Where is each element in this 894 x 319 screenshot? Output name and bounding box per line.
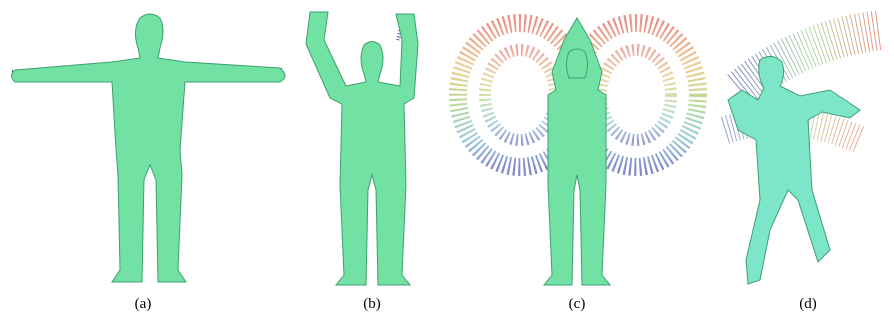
panel-d [725,30,880,284]
panel-c [458,18,698,285]
panel-label: (c) [569,296,586,312]
panel-label: (a) [135,296,152,312]
figure: (a) (b) (c) (d) [0,0,894,319]
panel-b [306,12,418,285]
mesh [728,56,860,284]
flow-field [601,50,671,140]
mesh [544,18,610,285]
mesh [12,14,286,282]
flow-field [485,50,555,140]
panel-label: (d) [799,296,817,312]
panel-label: (b) [363,296,381,312]
panel-a [12,14,286,282]
mesh [306,12,418,285]
